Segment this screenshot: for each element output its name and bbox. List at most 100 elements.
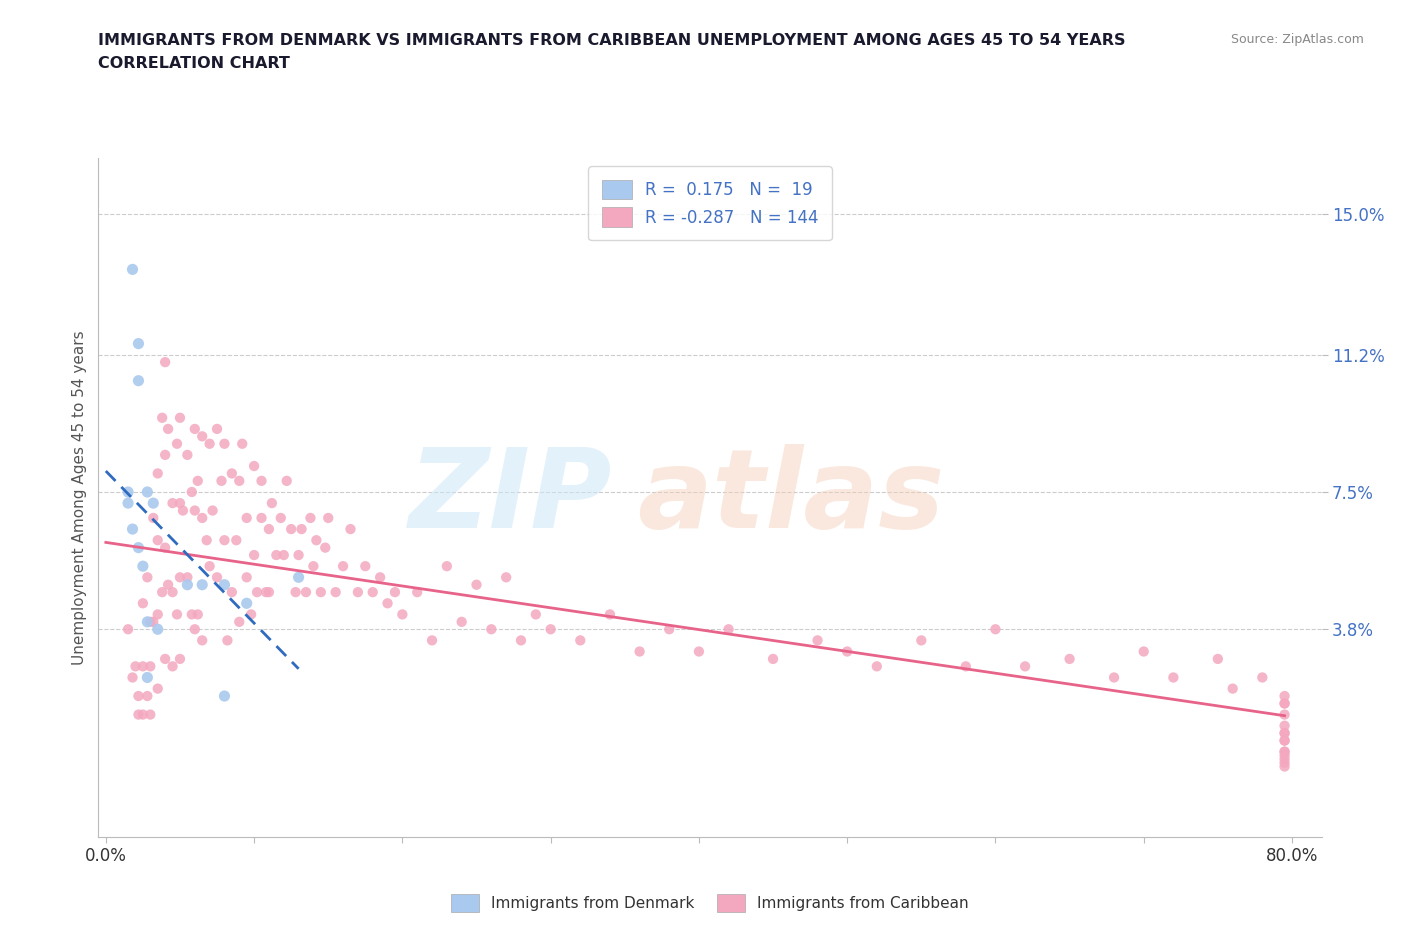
Point <box>187 473 209 488</box>
Point <box>250 473 273 488</box>
Point <box>287 570 309 585</box>
Point <box>266 548 288 563</box>
Point <box>309 585 332 600</box>
Point <box>302 559 325 574</box>
Point <box>150 410 173 425</box>
Point <box>127 540 149 555</box>
Point <box>479 622 502 637</box>
Point <box>1274 725 1296 740</box>
Point <box>142 511 165 525</box>
Point <box>1222 681 1244 696</box>
Point <box>1163 670 1185 684</box>
Point <box>540 622 562 637</box>
Text: atlas: atlas <box>637 444 943 551</box>
Point <box>136 688 159 703</box>
Text: CORRELATION CHART: CORRELATION CHART <box>98 56 290 71</box>
Point <box>347 585 370 600</box>
Point <box>450 615 472 630</box>
Point <box>124 659 146 674</box>
Point <box>1059 652 1081 667</box>
Point <box>176 447 198 462</box>
Point <box>325 585 347 600</box>
Point <box>169 652 191 667</box>
Point <box>162 496 184 511</box>
Point <box>1132 644 1154 659</box>
Point <box>228 615 250 630</box>
Point <box>420 633 443 648</box>
Point <box>195 533 218 548</box>
Point <box>139 659 162 674</box>
Point <box>332 559 354 574</box>
Point <box>235 596 257 611</box>
Point <box>1274 707 1296 722</box>
Point <box>150 585 173 600</box>
Point <box>368 570 391 585</box>
Point <box>153 540 176 555</box>
Text: IMMIGRANTS FROM DENMARK VS IMMIGRANTS FROM CARIBBEAN UNEMPLOYMENT AMONG AGES 45 : IMMIGRANTS FROM DENMARK VS IMMIGRANTS FR… <box>98 33 1126 47</box>
Point <box>136 570 159 585</box>
Point <box>1251 670 1274 684</box>
Point <box>254 585 277 600</box>
Point <box>270 511 292 525</box>
Point <box>157 578 180 592</box>
Point <box>717 622 740 637</box>
Point <box>495 570 517 585</box>
Text: Source: ZipAtlas.com: Source: ZipAtlas.com <box>1230 33 1364 46</box>
Point <box>162 659 184 674</box>
Point <box>153 447 176 462</box>
Point <box>465 578 488 592</box>
Point <box>176 578 198 592</box>
Point <box>436 559 458 574</box>
Point <box>305 533 328 548</box>
Point <box>142 615 165 630</box>
Point <box>139 707 162 722</box>
Point <box>146 466 169 481</box>
Point <box>1274 744 1296 759</box>
Point <box>257 585 280 600</box>
Point <box>214 436 236 451</box>
Point <box>688 644 710 659</box>
Point <box>1274 733 1296 748</box>
Point <box>235 570 257 585</box>
Point <box>146 622 169 637</box>
Point <box>153 354 176 369</box>
Point <box>658 622 681 637</box>
Point <box>136 670 159 684</box>
Point <box>187 607 209 622</box>
Point <box>284 585 307 600</box>
Point <box>240 607 263 622</box>
Point <box>1274 696 1296 711</box>
Point <box>169 570 191 585</box>
Point <box>806 633 828 648</box>
Point <box>314 540 336 555</box>
Point <box>191 633 214 648</box>
Point <box>157 421 180 436</box>
Point <box>257 522 280 537</box>
Point <box>599 607 621 622</box>
Point <box>217 633 239 648</box>
Point <box>984 622 1007 637</box>
Point <box>184 503 207 518</box>
Point <box>228 473 250 488</box>
Point <box>176 570 198 585</box>
Point <box>127 688 149 703</box>
Point <box>1274 733 1296 748</box>
Point <box>205 421 228 436</box>
Point <box>198 559 221 574</box>
Point <box>127 336 149 351</box>
Point <box>162 585 184 600</box>
Point <box>117 485 139 499</box>
Point <box>235 511 257 525</box>
Point <box>406 585 429 600</box>
Point <box>1274 718 1296 733</box>
Point <box>184 421 207 436</box>
Point <box>136 485 159 499</box>
Point <box>132 659 155 674</box>
Legend: Immigrants from Denmark, Immigrants from Caribbean: Immigrants from Denmark, Immigrants from… <box>446 888 974 918</box>
Point <box>231 436 253 451</box>
Point <box>205 570 228 585</box>
Point <box>391 607 413 622</box>
Point <box>121 262 143 277</box>
Point <box>201 503 224 518</box>
Point <box>361 585 384 600</box>
